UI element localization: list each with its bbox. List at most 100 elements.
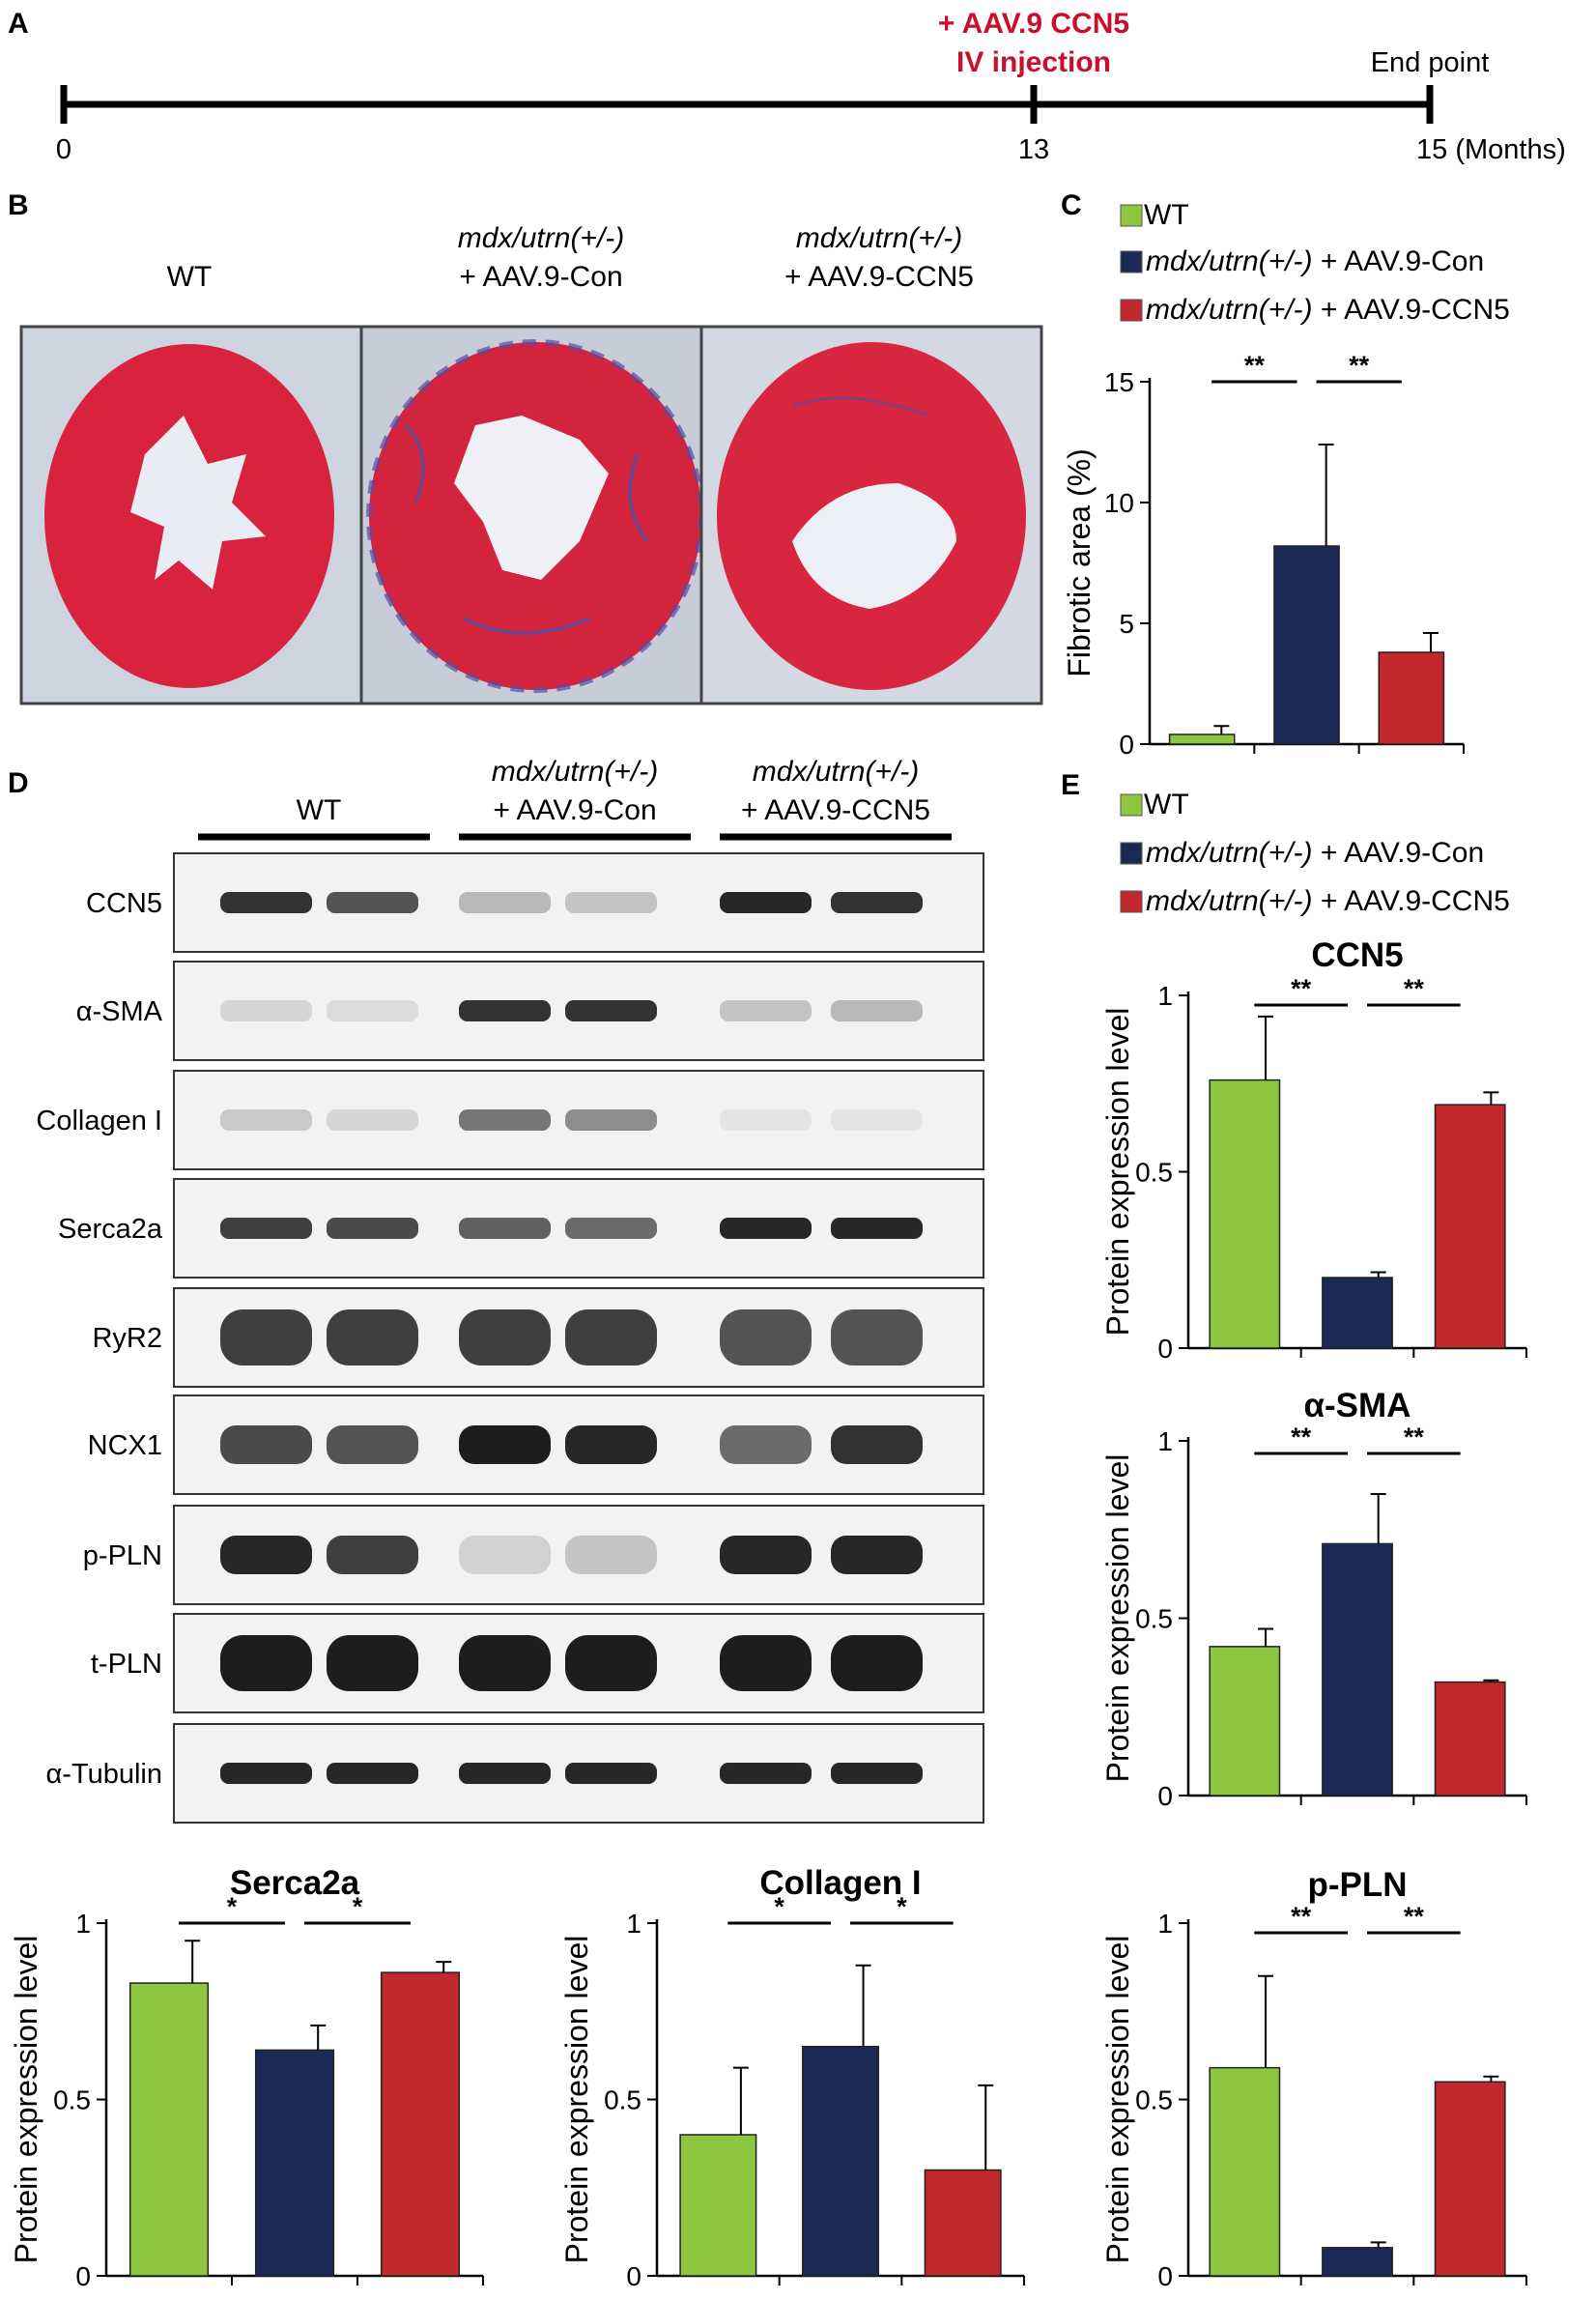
- blot-band: [831, 1000, 923, 1021]
- blot-band: [327, 1763, 418, 1784]
- blot-band: [565, 1309, 657, 1366]
- blot-band: [327, 1218, 418, 1239]
- bar-con: [801, 2046, 880, 2277]
- legend-label-ccn5-suffix: + AAV.9-CCN5: [1313, 885, 1510, 917]
- blot-band: [327, 1425, 418, 1464]
- blot-band: [459, 1635, 551, 1691]
- blot-group-ccn5-line2: + AAV.9-CCN5: [741, 794, 930, 826]
- legend-label-con-suffix: + AAV.9-Con: [1313, 837, 1485, 869]
- legend-label-ccn5: mdx/utrn(+/-) + AAV.9-CCN5: [1146, 294, 1510, 326]
- blot-row: Collagen I: [36, 1070, 984, 1170]
- bar-ccn5: [380, 1971, 461, 2277]
- y-tick-label: 0.5: [1135, 2085, 1173, 2115]
- blot-band: [720, 1309, 812, 1366]
- panel-letter-c: C: [1061, 189, 1082, 221]
- y-tick-label: 0: [1157, 1781, 1173, 1811]
- panel-letter-e: E: [1061, 769, 1080, 801]
- y-tick-label: 15: [1104, 367, 1134, 397]
- blot-row: α-SMA: [76, 961, 984, 1061]
- chart-title: Collagen I: [759, 1864, 921, 1902]
- legend-label-ccn5: mdx/utrn(+/-) + AAV.9-CCN5: [1146, 885, 1510, 917]
- legend-label-con-suffix: + AAV.9-Con: [1313, 245, 1485, 277]
- bar-wt: [1168, 733, 1236, 745]
- legend-swatch-ccn5: [1120, 890, 1143, 913]
- blot-membrane: [173, 961, 984, 1061]
- significance-mark: **: [1404, 1423, 1425, 1452]
- blot-row: RyR2: [92, 1287, 984, 1388]
- significance-mark: *: [774, 1892, 784, 1921]
- chart-title: α-SMA: [1304, 1387, 1411, 1424]
- y-axis-label: Protein expression level: [559, 1936, 594, 2264]
- significance-mark: **: [1404, 974, 1425, 1003]
- heart-section-con: [359, 325, 704, 705]
- panel-b-histology: B WT mdx/utrn(+/-) + AAV.9-Con mdx/utrn(…: [8, 189, 1043, 705]
- significance-mark: **: [1291, 974, 1312, 1003]
- blot-band: [220, 1109, 312, 1131]
- y-tick-label: 1: [1157, 1426, 1173, 1456]
- timeline-label-15: 15 (Months): [1416, 134, 1566, 165]
- bar-wt: [1209, 1646, 1281, 1797]
- legend-swatch-wt: [1120, 204, 1143, 227]
- bar-con: [1322, 1277, 1393, 1349]
- y-tick-label: 0.5: [1135, 1604, 1173, 1634]
- blot-band: [220, 1763, 312, 1784]
- timeline-label-13: 13: [1018, 134, 1049, 165]
- significance-mark: *: [227, 1892, 238, 1921]
- blot-band: [459, 1218, 551, 1239]
- blot-band: [459, 1425, 551, 1464]
- blot-group-ccn5-line1: mdx/utrn(+/-): [753, 756, 920, 788]
- blot-band: [720, 1425, 812, 1464]
- blot-band: [565, 1425, 657, 1464]
- significance-mark: **: [1349, 351, 1370, 380]
- blot-row-label: Collagen I: [36, 1106, 162, 1136]
- blot-band: [220, 1218, 312, 1239]
- y-tick-label: 0.5: [53, 2085, 91, 2115]
- blot-row-label: CCN5: [86, 888, 162, 919]
- panel-a-timeline: A 0 13 15 (Months) + AAV.9 CCN5 IV injec…: [8, 8, 1566, 165]
- blot-membrane: [173, 1070, 984, 1170]
- legend-label-ccn5-italic: mdx/utrn(+/-): [1146, 294, 1313, 326]
- injection-label-line2: IV injection: [956, 46, 1111, 78]
- blot-band: [720, 1635, 812, 1691]
- western-blot: CCN5 α-SMA Collagen I Serca2a RyR2 NCX1 p-PLN t…: [36, 852, 984, 1824]
- blot-band: [831, 1309, 923, 1366]
- blot-band: [459, 1763, 551, 1784]
- y-tick-label: 0: [626, 2261, 641, 2291]
- blot-band: [720, 1218, 812, 1239]
- y-tick-label: 0: [1157, 1334, 1173, 1364]
- blot-band: [720, 1000, 812, 1021]
- blot-row: t-PLN: [91, 1613, 984, 1713]
- y-axis-label: Fibrotic area (%): [1062, 448, 1097, 677]
- blot-band: [565, 1635, 657, 1691]
- ccn5-expression-chart: 0 0.5 1 Protein expression level CCN5** **: [1100, 936, 1527, 1364]
- panel-d: D WT mdx/utrn(+/-) + AAV.9-Con mdx/utrn(…: [8, 756, 984, 1824]
- blot-band: [327, 1000, 418, 1021]
- blot-group-con-line1: mdx/utrn(+/-): [492, 756, 659, 788]
- blot-group-wt: WT: [297, 794, 342, 826]
- y-tick-label: 1: [626, 1909, 641, 1939]
- significance-mark: *: [353, 1892, 363, 1921]
- blot-row-label: t-PLN: [91, 1649, 162, 1680]
- fibrosis-streaks: [791, 396, 928, 417]
- y-tick-label: 0.5: [1135, 1158, 1173, 1188]
- bar-wt: [1209, 1078, 1281, 1349]
- blot-band: [459, 1536, 551, 1574]
- panel-letter-d: D: [8, 767, 29, 799]
- blot-band: [220, 1635, 312, 1691]
- blot-band: [831, 892, 923, 913]
- fibrotic-area-chart: 0 5 10 15 Fibrotic area (%) ** **: [1062, 351, 1465, 760]
- significance-mark: **: [1291, 1902, 1312, 1931]
- y-axis-label: Protein expression level: [1100, 1936, 1135, 2264]
- bar-con: [1322, 2247, 1393, 2277]
- blot-band: [565, 1109, 657, 1131]
- legend-label-ccn5-italic: mdx/utrn(+/-): [1146, 885, 1313, 917]
- y-axis-label: Protein expression level: [9, 1936, 43, 2264]
- blot-band: [565, 1763, 657, 1784]
- panel-e: E WT mdx/utrn(+/-) + AAV.9-Con mdx/utrn(…: [1061, 769, 1527, 2291]
- legend-label-ccn5-suffix: + AAV.9-CCN5: [1313, 294, 1510, 326]
- bar-con: [1322, 1542, 1393, 1797]
- blot-row: Serca2a: [58, 1178, 984, 1279]
- bar-wt: [1209, 2066, 1281, 2277]
- panel-c: C WT mdx/utrn(+/-) + AAV.9-Con mdx/utrn(…: [1061, 189, 1510, 760]
